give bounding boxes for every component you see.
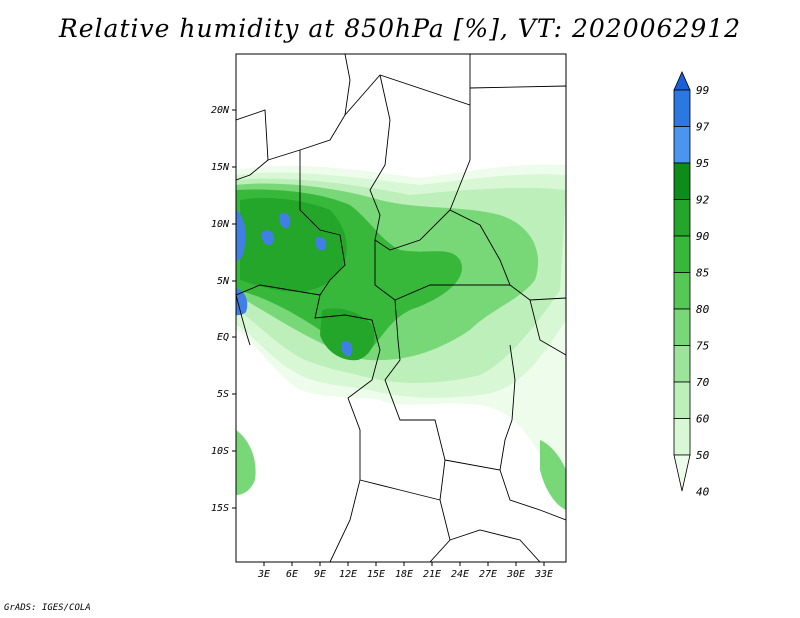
humidity-field [236,54,566,562]
colorbar-label: 99 [696,84,709,97]
lon-label: 6E [286,569,298,580]
colorbar-labels: 99 97 95 92 90 85 80 75 70 60 50 40 [696,84,710,499]
colorbar-bottom-arrow [673,454,691,492]
rh-90-band [240,198,347,292]
colorbar-box [673,235,691,273]
colorbar-label: 50 [696,449,710,462]
colorbar-label: 70 [696,376,710,389]
colorbar-label: 90 [696,230,710,243]
rh-coastal-patch [236,430,256,495]
lon-label: 15E [367,569,385,580]
colorbar-label: 95 [696,157,709,170]
lon-label: 27E [479,569,497,580]
colorbar-boxes [673,71,691,492]
colorbar-label: 60 [696,412,710,425]
colorbar-label: 75 [696,339,709,352]
colorbar-box [673,272,691,310]
rh-95-patch-nigeria [261,230,275,246]
lat-label: 15N [211,162,230,173]
lon-label: 12E [339,569,357,580]
rh-95-patch-highland [315,237,327,251]
lat-label: 5S [217,389,229,400]
lat-label: 15S [211,503,229,514]
rh-95-patch-congo [341,341,353,357]
colorbar-label: 40 [696,485,710,498]
lon-label: 33E [534,569,553,580]
lon-label: 3E [257,569,270,580]
lat-label: 10S [211,446,229,457]
lon-label: 9E [314,569,326,580]
colorbar-box [673,89,691,127]
map-frame [235,53,567,563]
colorbar-label: 92 [696,193,710,206]
country-borders [236,54,566,562]
colorbar-label: 85 [696,266,709,279]
rh-95-patch-west [236,210,246,262]
colorbar-box [673,345,691,383]
colorbar-box [673,381,691,419]
latitude-axis: 20N 15N 10N 5N EQ 5S 10S 15S [211,105,236,514]
colorbar-label: 97 [696,120,710,133]
colorbar: 99 97 95 92 90 85 80 75 70 60 50 40 [673,71,710,499]
rh-95-patch-cameroon [279,213,291,229]
colorbar-box [673,199,691,237]
colorbar-box [673,308,691,346]
map-title: Relative humidity at 850hPa [%], VT: 202… [58,14,742,43]
colorbar-box [673,126,691,164]
colorbar-box [673,162,691,200]
lon-label: 30E [506,569,525,580]
grads-credit: GrADS: IGES/COLA [4,603,91,613]
lon-label: 21E [423,569,441,580]
lat-label: EQ [217,332,229,343]
rh-southeast-patch [540,440,566,510]
colorbar-box [673,418,691,456]
rh-95-patch-coast [236,288,248,316]
lat-label: 10N [211,219,230,230]
colorbar-top-arrow [673,71,691,91]
lat-label: 20N [211,105,230,116]
colorbar-label: 80 [696,303,710,316]
lon-label: 18E [395,569,413,580]
lat-label: 5N [217,276,230,287]
longitude-axis: 3E 6E 9E 12E 15E 18E 21E 24E 27E 30E 33E [257,562,553,580]
lon-label: 24E [451,569,469,580]
rh-92-band [320,308,375,361]
